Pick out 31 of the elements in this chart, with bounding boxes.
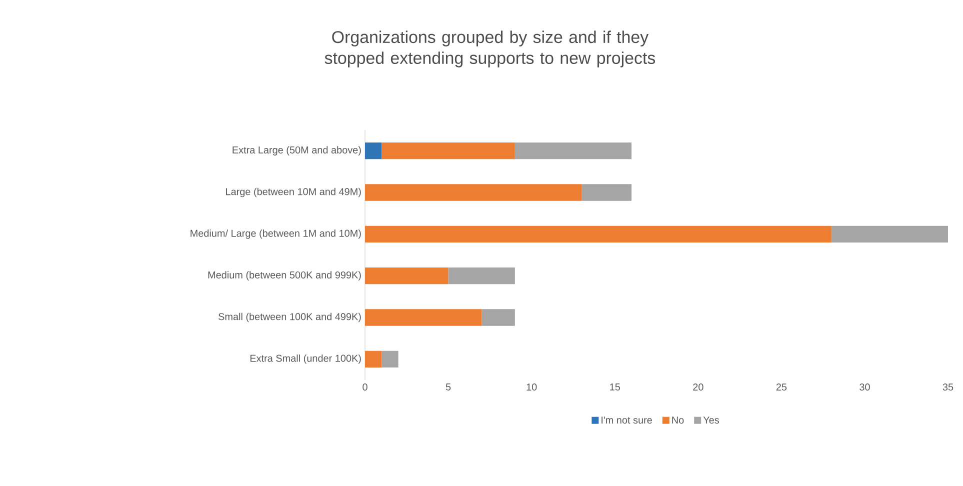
x-tick-label: 5 <box>446 384 451 390</box>
x-tick-label: 20 <box>693 384 704 391</box>
y-tick-label: Medium/ Large (between 1M and 10M) <box>190 230 361 239</box>
y-tick-label: Medium (between 500K and 999K) <box>208 271 361 280</box>
bar <box>365 350 382 368</box>
y-tick-label: Small (between 100K and 499K) <box>218 312 361 322</box>
x-tick-label: 30 <box>860 384 870 391</box>
x-tick-label: 35 <box>942 384 954 391</box>
bar <box>448 267 515 284</box>
x-tick-label: 25 <box>776 384 787 391</box>
y-tick-label: Extra Small (under 100K) <box>250 354 361 364</box>
bar <box>365 142 382 160</box>
x-tick-label: 15 <box>610 384 620 390</box>
bar <box>582 184 632 201</box>
bar <box>382 142 515 160</box>
bar <box>382 350 398 368</box>
bar <box>514 142 632 160</box>
bar <box>365 267 448 284</box>
bar <box>831 226 948 242</box>
y-tick-label: Large (between 10M and 49M) <box>226 188 361 198</box>
bar <box>482 309 515 326</box>
bar <box>365 309 482 326</box>
x-tick-label: 10 <box>526 384 537 391</box>
legend-label: No <box>672 416 684 424</box>
y-tick-label: Extra Large (50M and above) <box>232 146 361 156</box>
bar <box>365 226 832 242</box>
x-tick-label: 0 <box>362 384 368 391</box>
legend-label: I'm not sure <box>602 416 652 424</box>
bar <box>365 184 582 201</box>
legend-label: Yes <box>703 416 719 424</box>
chart-title: Organizations grouped by size and if they stopped extending supports to new projects <box>324 30 656 68</box>
